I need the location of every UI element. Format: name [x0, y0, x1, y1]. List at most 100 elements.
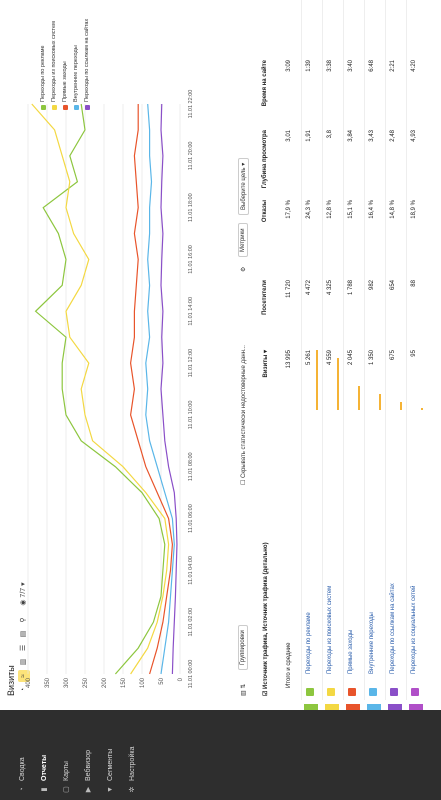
row-checkbox[interactable]: [348, 688, 356, 696]
column-header[interactable]: Посетители: [262, 280, 268, 315]
table-cell: 2:21: [390, 60, 396, 72]
share-bar: [316, 350, 318, 410]
dimension-checkbox: ☑: [263, 688, 269, 696]
sidebar: ◔ Сводка ▮ Отчеты ▢ Карты ▶ Вебвизор ▼ Сегмен…: [0, 710, 441, 800]
table-cell: 16,4 %: [369, 200, 375, 219]
series-line-0[interactable]: [34, 103, 166, 675]
sidebar-item-summary[interactable]: ◔ Сводка: [14, 710, 30, 800]
sidebar-item-webvisor[interactable]: ▶ Вебвизор: [80, 710, 96, 800]
sidebar-item-label: Сводка: [18, 757, 26, 781]
row-label-link[interactable]: Переходы по ссылкам на сайтах: [390, 583, 396, 674]
row-color-strip: [325, 704, 339, 710]
y-tick-label: 0: [178, 677, 184, 681]
row-divider: [364, 0, 365, 700]
legend-item[interactable]: Переходы из поисковых систем: [51, 21, 57, 110]
column-header[interactable]: Время на сайте: [262, 60, 268, 107]
share-bar: [400, 402, 402, 410]
table-cell: 95: [411, 350, 417, 357]
y-tick-label: 400: [26, 677, 32, 688]
legend-item[interactable]: Переходы по рекламе: [40, 45, 46, 110]
y-tick-label: 50: [159, 677, 165, 684]
column-header[interactable]: Отказы: [262, 200, 268, 223]
visits-chart: 0 50 100 150 200 250 300 350 400 11.01 00:00 11.01…: [26, 90, 194, 689]
sidebar-item-label: Отчеты: [40, 754, 48, 781]
row-label-link[interactable]: Переходы из социальных сетей: [411, 585, 417, 674]
share-bar: [358, 386, 360, 410]
table-cell: 2 045: [348, 350, 354, 366]
legend-label: Внутренние переходы: [73, 45, 79, 102]
table-cell: 12,8 %: [327, 200, 333, 219]
series-line-4[interactable]: [160, 103, 178, 675]
row-checkbox[interactable]: [369, 688, 377, 696]
row-checkbox[interactable]: [306, 688, 314, 696]
hide-unreliable-checkbox[interactable]: ☐ Скрывать статистически недостоверные д…: [241, 345, 247, 485]
row-divider: [406, 0, 407, 700]
x-tick-label: 11.01 18:00: [188, 193, 194, 222]
legend-label: Переходы по ссылкам на сайтах: [84, 18, 90, 102]
row-divider: [385, 0, 386, 700]
table-cell: 1,91: [306, 130, 312, 142]
legend-swatch: [40, 105, 46, 110]
metrics-button[interactable]: Метрики: [238, 223, 248, 257]
table-cell: 15,1 %: [348, 200, 354, 219]
row-divider: [322, 0, 323, 700]
y-tick-label: 300: [64, 677, 70, 688]
table-cell: 24,3 %: [306, 200, 312, 219]
sidebar-item-settings[interactable]: ✲ Настройка: [124, 710, 140, 800]
page-title: Визиты: [6, 665, 16, 696]
table-cell: 4 559: [327, 350, 333, 366]
dimension-header[interactable]: ☑ Источник трафика, Источник трафика (де…: [263, 542, 269, 696]
row-label-link[interactable]: Переходы из поисковых систем: [327, 585, 333, 674]
row-label-link[interactable]: Переходы по рекламе: [306, 612, 312, 674]
sidebar-nav: ◔ Сводка ▮ Отчеты ▢ Карты ▶ Вебвизор ▼ Сегмен…: [8, 710, 140, 800]
table-cell: 4 472: [306, 280, 312, 296]
table-cell: 2,48: [390, 130, 396, 142]
legend-item[interactable]: Внутренние переходы: [73, 45, 79, 110]
table-cell: 1:39: [306, 60, 312, 72]
y-tick-label: 150: [121, 677, 127, 688]
sidebar-item-maps[interactable]: ▢ Карты: [58, 710, 74, 800]
x-tick-label: 11.01 00:00: [188, 660, 194, 689]
series-line-3[interactable]: [145, 103, 175, 675]
total-row-label: Итого и средние: [286, 642, 292, 688]
legend-swatch: [62, 105, 68, 110]
gear-icon: ✲: [129, 786, 136, 793]
series-line-2[interactable]: [129, 104, 174, 675]
sidebar-item-reports[interactable]: ▮ Отчеты: [36, 710, 52, 800]
x-tick-label: 11.01 06:00: [188, 504, 194, 533]
y-tick-label: 100: [140, 677, 146, 688]
table-cell: 4 325: [327, 280, 333, 296]
map-icon: ▢: [63, 786, 70, 793]
legend-item[interactable]: Переходы по ссылкам на сайтах: [84, 19, 90, 110]
total-cell: 3,01: [286, 130, 292, 142]
row-checkbox[interactable]: [327, 688, 335, 696]
y-tick-label: 250: [83, 677, 89, 688]
table-cell: 5 261: [306, 350, 312, 366]
x-tick-label: 11.01 20:00: [188, 141, 194, 170]
row-label-link[interactable]: Прямые заходы: [348, 629, 354, 674]
x-tick-label: 11.01 02:00: [188, 608, 194, 637]
table-view-toggle[interactable]: ▥ ⇅: [241, 683, 247, 696]
play-icon: ▶: [85, 786, 92, 793]
sidebar-item-label: Вебвизор: [84, 749, 92, 781]
legend-item[interactable]: Прямые заходы: [62, 61, 68, 110]
table-cell: 3:40: [348, 60, 354, 72]
series-line-1[interactable]: [31, 103, 170, 675]
table-cell: 3,8: [327, 130, 333, 139]
clock-icon: ◔: [18, 787, 26, 792]
sidebar-item-label: Карты: [62, 761, 70, 781]
share-bar: [337, 357, 339, 410]
row-color-strip: [346, 704, 360, 710]
row-checkbox[interactable]: [411, 688, 419, 696]
y-tick-label: 200: [102, 677, 108, 688]
sidebar-item-segments[interactable]: ▼ Сегменты: [102, 710, 118, 800]
column-header[interactable]: Глубина просмотра: [262, 130, 268, 189]
choose-goal-select[interactable]: Выберите цель ▾: [238, 157, 249, 215]
settings-icon[interactable]: ⚙: [241, 266, 247, 272]
row-checkbox[interactable]: [390, 688, 398, 696]
total-cell: 3:09: [286, 60, 292, 72]
groupings-button[interactable]: Группировки: [238, 625, 248, 670]
column-header[interactable]: Визиты ▾: [263, 350, 269, 378]
row-label-link[interactable]: Внутренние переходы: [369, 612, 375, 674]
